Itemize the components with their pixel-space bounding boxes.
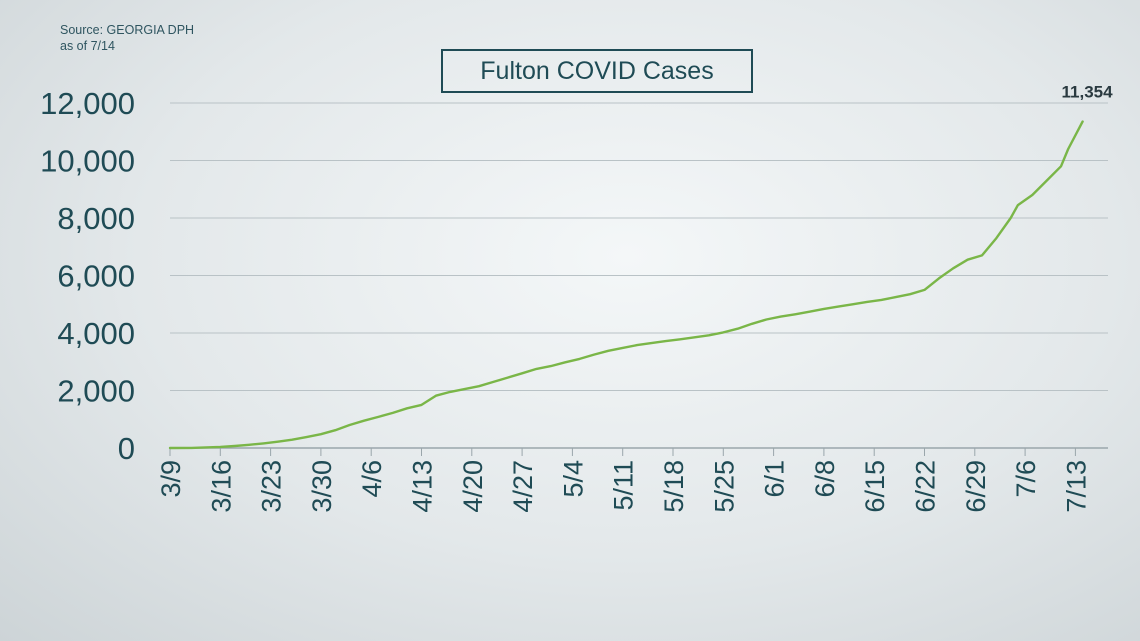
x-tick-label: 3/16 (206, 460, 236, 513)
y-tick-label: 6,000 (57, 259, 135, 294)
y-tick-label: 0 (118, 431, 135, 466)
as-of-date: as of 7/14 (60, 39, 115, 53)
x-tick-label: 6/22 (911, 460, 941, 513)
x-tick-label: 3/23 (257, 460, 287, 513)
series-line-fulton-cases (168, 120, 1084, 450)
x-tick-label: 4/20 (458, 460, 488, 513)
x-tick-label: 5/25 (709, 460, 739, 513)
x-tick-label: 4/27 (508, 460, 538, 513)
end-value-label: 11,354 (1062, 83, 1114, 102)
x-axis-ticks: 3/9 3/16 3/23 3/30 4/6 4/13 4/20 4/27 5/4 5/11 5/1… (156, 448, 1091, 513)
chart-title: Fulton COVID Cases (441, 49, 753, 93)
series-layer (168, 120, 1084, 450)
x-tick-label: 3/30 (307, 460, 337, 513)
source-note: Source: GEORGIA DPH as of 7/14 (60, 22, 194, 54)
x-tick-label: 6/15 (860, 460, 890, 513)
data-labels: 11,354 (1062, 83, 1114, 102)
x-tick-label: 5/18 (659, 460, 689, 513)
y-tick-label: 12,000 (40, 86, 135, 121)
x-tick-label: 5/4 (558, 460, 588, 498)
y-tick-label: 10,000 (40, 144, 135, 179)
y-tick-label: 2,000 (57, 374, 135, 409)
x-tick-label: 6/8 (810, 460, 840, 498)
x-tick-label: 7/13 (1061, 460, 1091, 513)
x-tick-label: 5/11 (609, 460, 639, 511)
source-line: Source: GEORGIA DPH (60, 23, 195, 37)
y-axis-ticks: 0 2,000 4,000 6,000 8,000 10,000 12,000 (40, 86, 135, 466)
x-tick-label: 3/9 (156, 460, 186, 498)
y-tick-label: 8,000 (57, 201, 135, 236)
y-tick-label: 4,000 (57, 316, 135, 351)
x-tick-label: 4/13 (408, 460, 438, 513)
x-tick-label: 6/29 (961, 460, 991, 513)
gridlines (170, 102, 1108, 449)
x-tick-label: 4/6 (357, 460, 387, 498)
x-tick-label: 6/1 (760, 460, 790, 498)
x-tick-label: 7/6 (1011, 460, 1041, 498)
